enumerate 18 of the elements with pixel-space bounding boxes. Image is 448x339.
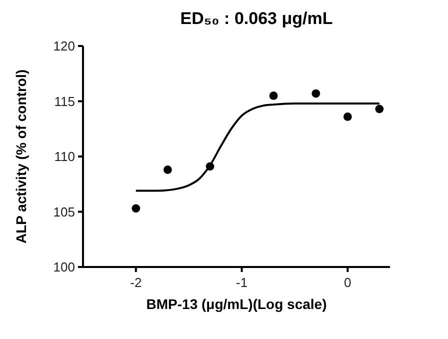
x-tick-label: -1 [236,275,248,290]
line-series [134,102,380,192]
point [343,112,352,121]
point [375,104,384,114]
chart-title: ED₅₀ : 0.063 μg/mL [180,9,333,28]
y-tick-label: 120 [53,38,75,54]
y-tick-label: 110 [54,149,75,164]
point [269,92,278,100]
point [132,204,140,213]
point [163,166,172,174]
y-tick-label: 105 [53,204,75,220]
y-axis-title: ALP activity (% of control) [13,70,29,244]
x-tick-label: 0 [344,275,352,290]
x-axis-title: BMP-13 (μg/mL)(Log scale) [146,296,327,312]
point [312,89,320,98]
y-tick-label: 100 [53,260,75,275]
y-tick-label: 115 [54,94,75,109]
x-tick-label: -2 [130,275,142,290]
